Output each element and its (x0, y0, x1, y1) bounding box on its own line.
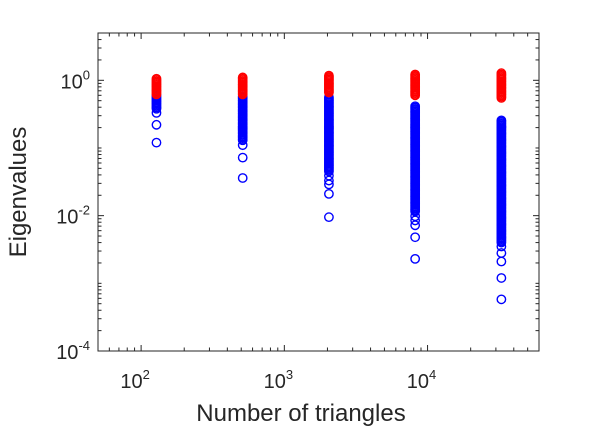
data-marks (151, 68, 507, 305)
y-tick-label: 10-2 (56, 203, 90, 229)
data-point-red (324, 70, 334, 81)
data-point-red (151, 73, 162, 84)
data-point-blue-outlier (324, 188, 334, 199)
data-point-blue-outlier (151, 107, 162, 118)
data-point-blue-outlier (324, 212, 334, 223)
x-axis-label: Number of triangles (196, 400, 405, 427)
y-tick-labels: 100 10-2 10-4 (56, 67, 90, 364)
data-point-blue-outlier (410, 215, 421, 226)
axis-ticks (97, 32, 540, 352)
data-point-blue-outlier (496, 273, 507, 283)
data-point-blue-outlier (237, 173, 248, 183)
data-point-blue (410, 101, 421, 112)
data-point-blue-outlier (410, 253, 421, 264)
data-point-blue-outlier (151, 137, 162, 148)
data-point-blue-outlier (237, 140, 248, 151)
data-point-blue-outlier (410, 232, 421, 243)
plot-area (98, 33, 539, 351)
data-point-blue-outlier (410, 220, 421, 231)
data-point-blue-outlier (324, 175, 334, 186)
y-axis-label: Eigenvalues (5, 127, 32, 258)
data-point-blue-outlier (496, 256, 507, 267)
x-tick-labels: 102 103 104 (120, 367, 436, 393)
data-point-red (237, 72, 248, 83)
y-tick-label: 10-4 (56, 338, 90, 364)
data-point-red (410, 69, 421, 80)
data-point-blue-outlier (496, 241, 507, 252)
data-point-blue-outlier (324, 179, 334, 190)
x-tick-label: 103 (264, 367, 293, 393)
y-tick-label: 100 (61, 67, 90, 93)
x-tick-label: 102 (120, 367, 149, 393)
data-point-blue-outlier (496, 294, 507, 305)
data-point-red (496, 68, 507, 79)
plot-box (97, 32, 540, 352)
data-point-blue-outlier (237, 152, 248, 163)
data-point-blue (496, 115, 507, 126)
x-tick-label: 104 (407, 367, 436, 393)
data-point-blue-outlier (151, 119, 162, 130)
